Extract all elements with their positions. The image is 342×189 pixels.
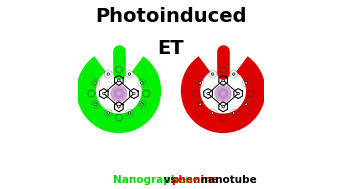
Circle shape [111,86,127,101]
Text: vs: vs [160,175,180,185]
Circle shape [221,96,224,99]
Circle shape [218,91,221,93]
Circle shape [95,103,97,105]
Circle shape [128,73,131,75]
Text: ET: ET [158,39,184,58]
Circle shape [117,88,119,91]
Circle shape [120,89,123,92]
Circle shape [95,82,97,84]
Circle shape [103,92,105,95]
Circle shape [233,73,235,75]
Text: nanotube: nanotube [197,175,256,185]
Circle shape [221,88,224,91]
Circle shape [199,103,201,105]
Circle shape [233,112,235,114]
Text: Nanographene: Nanographene [113,175,199,185]
Circle shape [224,95,227,98]
Circle shape [211,73,214,75]
Text: Nanographene vs phenine nanotube: Nanographene vs phenine nanotube [64,175,278,185]
Circle shape [207,92,209,95]
Circle shape [107,73,109,75]
Circle shape [224,89,227,92]
Circle shape [133,92,135,95]
Circle shape [222,106,224,108]
Circle shape [121,92,124,95]
Circle shape [237,92,239,95]
Circle shape [141,103,143,105]
Circle shape [114,94,117,97]
Circle shape [118,79,120,81]
Circle shape [128,112,131,114]
Circle shape [107,112,109,114]
Circle shape [222,79,224,81]
Circle shape [114,91,117,93]
Circle shape [117,96,119,99]
Circle shape [120,95,123,98]
Circle shape [218,94,221,97]
Circle shape [118,106,120,108]
Circle shape [141,82,143,84]
Circle shape [245,82,247,84]
Circle shape [199,82,201,84]
Text: Photoinduced: Photoinduced [95,7,247,26]
Text: phenine: phenine [171,175,219,185]
Circle shape [245,103,247,105]
Circle shape [211,112,214,114]
Circle shape [226,92,228,95]
Circle shape [215,86,231,101]
